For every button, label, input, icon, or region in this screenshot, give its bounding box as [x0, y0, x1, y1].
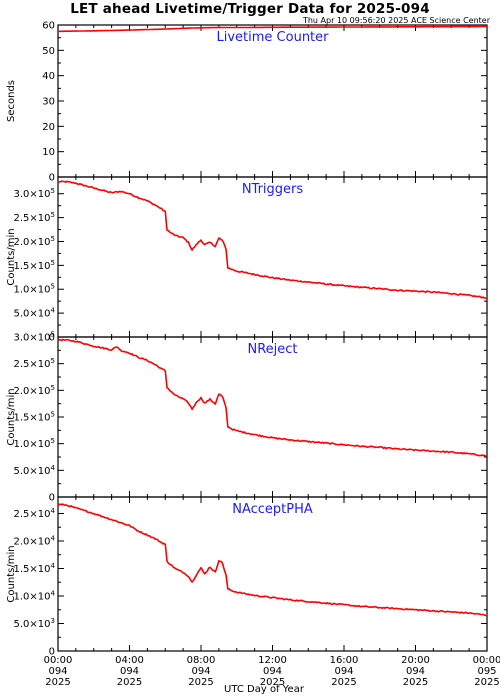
x-tick-doy: 094 — [334, 666, 353, 677]
panel-frame — [57, 496, 488, 652]
data-series-line — [58, 25, 487, 33]
y-axis-label: Counts/min — [6, 388, 17, 445]
x-tick-year: 2025 — [117, 677, 142, 688]
y-tick-label: 2.0×105 — [14, 384, 55, 397]
y-tick-label: 0 — [49, 647, 55, 658]
y-tick-label: 3.0×105 — [14, 187, 55, 200]
x-tick-year: 2025 — [260, 677, 285, 688]
panel-frame — [57, 176, 488, 338]
chart-title: LET ahead Livetime/Trigger Data for 2025… — [70, 1, 430, 17]
panel-title: NAcceptPHA — [232, 502, 313, 517]
y-tick-label: 2.5×105 — [14, 211, 55, 224]
y-tick-label: 1.5×105 — [14, 259, 55, 272]
x-tick-year: 2025 — [188, 677, 213, 688]
panel-frame — [57, 336, 488, 498]
y-tick-label: 1.5×105 — [14, 411, 55, 424]
y-tick-label: 60 — [42, 21, 55, 32]
panel-1: 0 10 20 30 40 50 60 Seconds Livetime Counter — [6, 21, 488, 184]
data-series-line — [57, 503, 488, 617]
y-tick-label: 2.5×104 — [14, 507, 56, 520]
y-tick-label: 2.0×104 — [14, 535, 56, 548]
x-tick-year: 2025 — [331, 677, 356, 688]
y-tick-label: 0 — [49, 493, 55, 504]
y-tick-label: 1.0×105 — [14, 437, 55, 450]
y-axis-label: Seconds — [6, 80, 17, 122]
y-tick-label: 2.5×105 — [14, 357, 55, 370]
x-tick-doy: 094 — [263, 666, 282, 677]
data-series-line — [57, 180, 488, 299]
y-tick-label: 30 — [42, 97, 55, 108]
panel-title: Livetime Counter — [217, 30, 330, 45]
y-tick-label: 50 — [42, 46, 55, 57]
x-tick-time: 00:00 — [473, 655, 500, 666]
y-tick-label: 1.0×104 — [14, 590, 56, 603]
x-tick-doy: 094 — [120, 666, 139, 677]
x-axis-label: UTC Day of Year — [224, 684, 304, 695]
y-tick-label: 10 — [42, 147, 55, 158]
panel-frame — [57, 24, 488, 178]
x-tick-doy: 095 — [477, 666, 496, 677]
y-tick-label: 5.0×103 — [14, 617, 55, 630]
x-tick-year: 2025 — [45, 677, 70, 688]
x-tick-doy: 094 — [406, 666, 425, 677]
y-tick-label: 40 — [42, 71, 55, 82]
panel-title: NTriggers — [242, 182, 304, 197]
y-tick-label: 20 — [42, 122, 55, 133]
x-tick-year: 2025 — [403, 677, 428, 688]
y-tick-label: 1.5×104 — [14, 562, 56, 575]
panel-4: 0 5.0×103 1.0×104 1.5×104 2.0×104 2.5×104 Coun… — [6, 496, 488, 658]
y-axis-label: Counts/min — [6, 545, 17, 602]
x-tick-time: 12:00 — [258, 655, 287, 666]
y-tick-label: 2.0×105 — [14, 235, 55, 248]
panel-3: 0 5.0×104 1.0×105 1.5×105 2.0×105 2.5×105 3.0×… — [6, 331, 488, 504]
generation-timestamp: Thu Apr 10 09:56:20 2025 ACE Science Cen… — [302, 16, 490, 25]
panel-2: 0 5.0×104 1.0×105 1.5×105 2.0×105 2.5×105 3.0×… — [6, 176, 488, 344]
x-tick-doy: 094 — [191, 666, 210, 677]
x-tick-time: 00:00 — [44, 655, 73, 666]
x-tick-time: 08:00 — [187, 655, 216, 666]
y-tick-label: 5.0×104 — [14, 307, 56, 320]
x-tick-time: 20:00 — [401, 655, 430, 666]
data-series-line — [57, 338, 488, 457]
x-tick-time: 04:00 — [115, 655, 144, 666]
x-tick-year: 2025 — [474, 677, 499, 688]
y-tick-label: 0 — [49, 173, 55, 184]
y-tick-label: 5.0×104 — [14, 464, 56, 477]
panel-title: NReject — [247, 342, 297, 357]
x-tick-doy: 094 — [48, 666, 67, 677]
y-tick-label: 1.0×105 — [14, 283, 55, 296]
x-tick-time: 16:00 — [330, 655, 359, 666]
y-axis-label: Counts/min — [6, 228, 17, 285]
y-tick-label: 0 — [49, 333, 55, 344]
y-tick-label: 3.0×105 — [14, 331, 55, 344]
